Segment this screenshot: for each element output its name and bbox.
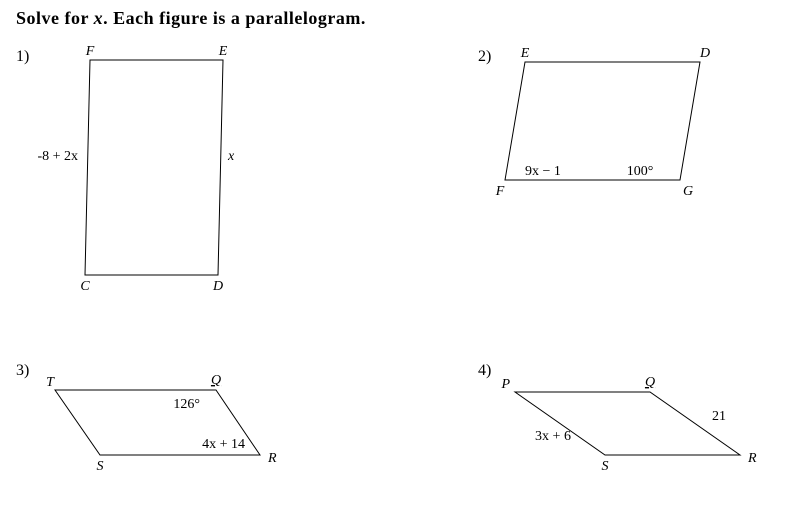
side-PS-label: 3x + 6: [535, 429, 571, 444]
vertex2-F-label: F: [495, 184, 505, 199]
side-left-label: -8 + 2x: [37, 149, 78, 164]
vertex-E-label: E: [218, 44, 228, 59]
angle-G-label: 100°: [627, 164, 654, 179]
vertex4-S-label: S: [602, 459, 609, 474]
angle-R-label: 4x + 14: [202, 437, 245, 452]
vertex4-R-label: R: [747, 451, 757, 466]
side-right-label: x: [227, 149, 235, 164]
angle-Q-label: 126°: [173, 397, 200, 412]
vertex-C-label: C: [80, 279, 90, 294]
vertex2-G-label: G: [683, 184, 693, 199]
worksheet-page: Solve for x. Each figure is a parallelog…: [0, 0, 800, 518]
vertex-F-label: F: [85, 44, 95, 59]
figures-svg: F E C D -8 + 2x x E D F G 9x − 1 100°: [0, 0, 800, 518]
figure-3: T Q R S 126° 4x + 14: [46, 373, 277, 474]
vertex2-E-label: E: [520, 46, 530, 61]
side-QR-label: 21: [712, 409, 726, 424]
vertex3-T-label: T: [46, 375, 55, 390]
vertex4-P-label: P: [500, 377, 510, 392]
figure-2: E D F G 9x − 1 100°: [495, 46, 710, 199]
vertex3-S-label: S: [97, 459, 104, 474]
vertex4-Q-label: Q: [645, 375, 655, 390]
vertex-D-label: D: [212, 279, 223, 294]
figure-1: F E C D -8 + 2x x: [37, 44, 235, 294]
parallelogram-1: [85, 60, 223, 275]
vertex3-R-label: R: [267, 451, 277, 466]
parallelogram-2: [505, 62, 700, 180]
vertex2-D-label: D: [699, 46, 710, 61]
figures-layer: F E C D -8 + 2x x E D F G 9x − 1 100°: [0, 0, 800, 523]
parallelogram-4: [515, 392, 740, 455]
vertex3-Q-label: Q: [211, 373, 221, 388]
angle-F-label: 9x − 1: [525, 164, 561, 179]
figure-4: P Q R S 21 3x + 6: [500, 375, 757, 474]
